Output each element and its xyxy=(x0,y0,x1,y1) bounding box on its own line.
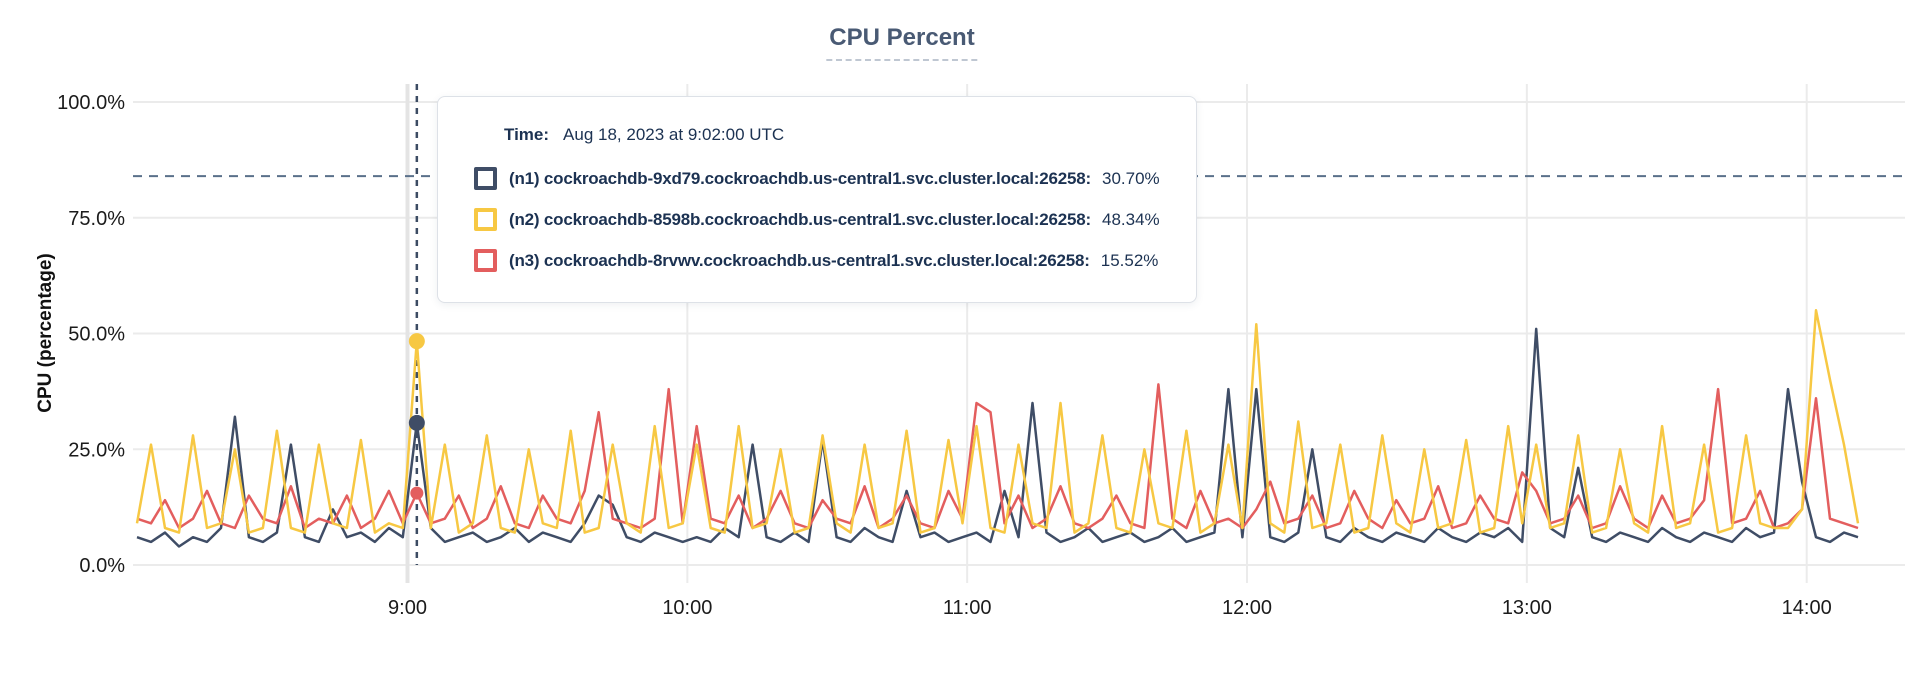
y-tick-label: 0.0% xyxy=(79,555,125,577)
tooltip-time-row: Time: Aug 18, 2023 at 9:02:00 UTC xyxy=(504,125,1160,145)
y-tick-label: 50.0% xyxy=(68,324,125,346)
x-tick-label: 14:00 xyxy=(1782,597,1832,619)
y-axis-label: CPU (percentage) xyxy=(35,253,56,413)
x-tick-label: 10:00 xyxy=(662,597,712,619)
x-tick-label: 11:00 xyxy=(943,597,992,619)
hover-dot-n1 xyxy=(408,414,425,431)
tooltip-row-n2: (n2) cockroachdb-8598b.cockroachdb.us-ce… xyxy=(474,208,1160,231)
tooltip-row-n3: (n3) cockroachdb-8rvwv.cockroachdb.us-ce… xyxy=(474,249,1160,272)
x-tick-label: 13:00 xyxy=(1502,597,1552,619)
n1-series-swatch-icon xyxy=(474,167,497,190)
n2-series-swatch-icon xyxy=(474,208,497,231)
y-tick-label: 25.0% xyxy=(68,439,125,461)
tooltip-row-n1-value: 30.70% xyxy=(1102,168,1160,188)
x-tick-label: 12:00 xyxy=(1222,597,1272,619)
tooltip-row-n1: (n1) cockroachdb-9xd79.cockroachdb.us-ce… xyxy=(474,167,1160,190)
tooltip-row-n2-value: 48.34% xyxy=(1102,209,1160,229)
tooltip-row-n3-label: (n3) cockroachdb-8rvwv.cockroachdb.us-ce… xyxy=(509,250,1090,270)
chart-tooltip: Time: Aug 18, 2023 at 9:02:00 UTC (n1) co… xyxy=(437,96,1197,303)
tooltip-time-value: Aug 18, 2023 at 9:02:00 UTC xyxy=(563,125,785,144)
series-line-n1 xyxy=(136,327,1859,548)
chart-title: CPU Percent xyxy=(826,24,978,61)
tooltip-time-label: Time: xyxy=(504,125,550,144)
hover-dot-n2 xyxy=(408,333,425,350)
series-line-n2 xyxy=(135,309,1860,534)
tooltip-row-n3-value: 15.52% xyxy=(1100,250,1159,270)
tooltip-row-n2-label: (n2) cockroachdb-8598b.cockroachdb.us-ce… xyxy=(509,209,1091,229)
series-line-n3 xyxy=(136,383,1859,530)
tooltip-row-n1-label: (n1) cockroachdb-9xd79.cockroachdb.us-ce… xyxy=(509,168,1091,188)
y-tick-label: 75.0% xyxy=(68,208,125,230)
n3-series-swatch-icon xyxy=(474,249,497,272)
hover-dot-n3 xyxy=(410,486,424,500)
y-tick-label: 100.0% xyxy=(57,92,125,114)
x-tick-label: 9:00 xyxy=(388,597,427,619)
